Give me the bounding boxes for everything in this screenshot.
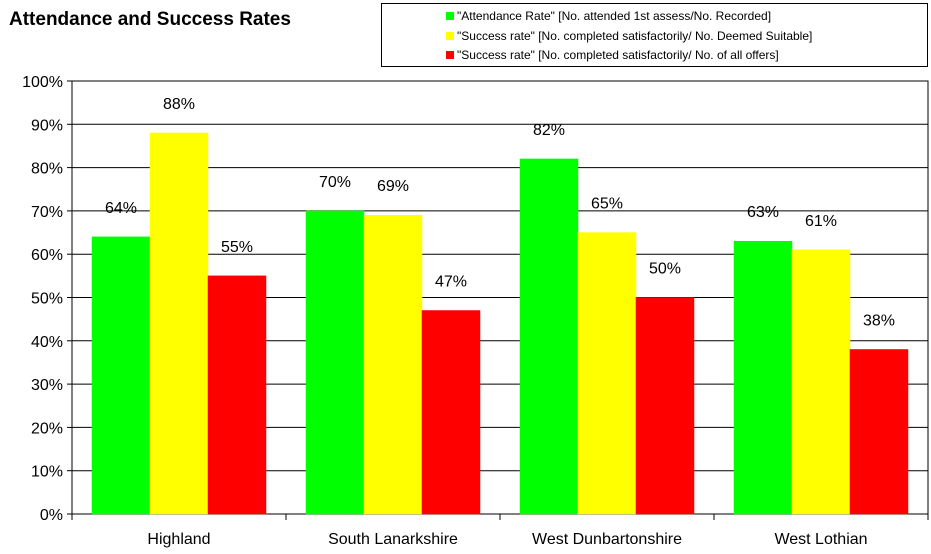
data-label: 64%: [105, 200, 137, 217]
legend: "Attendance Rate" [No. attended 1st asse…: [381, 3, 928, 67]
legend-swatch-success-rate-suitable: [446, 32, 454, 40]
legend-swatch-success-rate-all-offers: [446, 51, 454, 59]
bar-west-lothian-1: [791, 249, 851, 515]
chart-title: Attendance and Success Rates: [9, 9, 291, 30]
data-label: 55%: [221, 239, 253, 256]
bar-west-dunbartonshire-0: [519, 158, 579, 515]
data-label: 65%: [591, 196, 623, 213]
data-label: 47%: [435, 273, 467, 290]
bar-west-dunbartonshire-2: [635, 297, 695, 515]
y-tick-label: 70%: [31, 204, 63, 221]
y-tick-label: 90%: [31, 117, 63, 134]
x-tick-label: West Dunbartonshire: [532, 531, 682, 548]
legend-label-attendance-rate: "Attendance Rate" [No. attended 1st asse…: [457, 9, 772, 23]
bar-south-lanarkshire-0: [305, 210, 365, 515]
data-label: 88%: [163, 96, 195, 113]
y-tick-label: 100%: [22, 74, 63, 91]
bar-highland-0: [91, 236, 151, 515]
legend-label-success-rate-all-offers: "Success rate" [No. completed satisfacto…: [457, 48, 779, 62]
y-tick-label: 30%: [31, 377, 63, 394]
data-label: 69%: [377, 178, 409, 195]
bar-west-lothian-0: [733, 240, 793, 515]
y-tick-label: 60%: [31, 247, 63, 264]
x-tick-label: West Lothian: [774, 531, 867, 548]
bar-highland-1: [149, 132, 209, 515]
x-tick-label: South Lanarkshire: [328, 531, 458, 548]
data-label: 50%: [649, 261, 681, 278]
legend-item-success-rate-all-offers: "Success rate" [No. completed satisfacto…: [446, 47, 779, 63]
legend-item-success-rate-suitable: "Success rate" [No. completed satisfacto…: [446, 28, 812, 44]
data-label: 61%: [805, 213, 837, 230]
bar-west-dunbartonshire-1: [577, 232, 637, 515]
legend-item-attendance-rate: "Attendance Rate" [No. attended 1st asse…: [446, 8, 771, 24]
y-tick-label: 10%: [31, 464, 63, 481]
bar-south-lanarkshire-2: [421, 310, 481, 515]
legend-swatch-attendance-rate: [446, 12, 454, 20]
data-label: 70%: [319, 174, 351, 191]
bar-west-lothian-2: [849, 349, 909, 515]
data-label: 38%: [863, 312, 895, 329]
data-label: 82%: [533, 122, 565, 139]
y-tick-label: 0%: [40, 507, 63, 524]
data-label: 63%: [747, 204, 779, 221]
y-tick-label: 50%: [31, 291, 63, 308]
legend-label-success-rate-suitable: "Success rate" [No. completed satisfacto…: [457, 29, 813, 43]
x-tick-label: Highland: [147, 531, 210, 548]
y-tick-label: 80%: [31, 161, 63, 178]
y-tick-label: 40%: [31, 334, 63, 351]
bar-highland-2: [207, 275, 267, 515]
y-tick-label: 20%: [31, 420, 63, 437]
bar-south-lanarkshire-1: [363, 214, 423, 515]
